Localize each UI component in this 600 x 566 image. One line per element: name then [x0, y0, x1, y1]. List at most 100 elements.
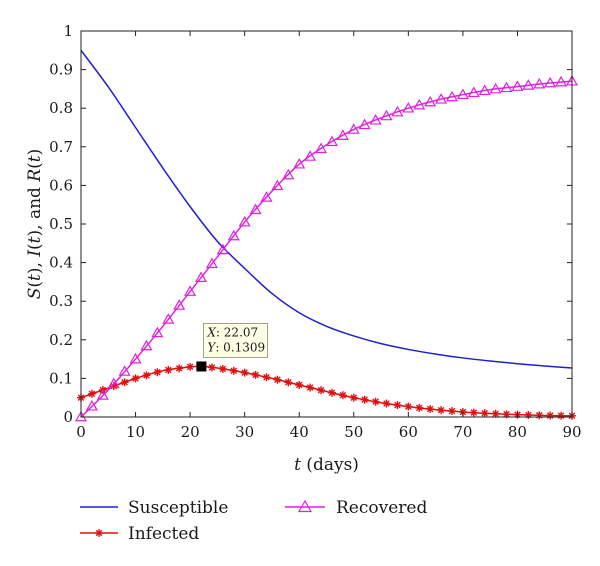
recovered-marker [140, 339, 153, 351]
recovered-marker [533, 77, 546, 89]
recovered-marker [194, 271, 208, 283]
asterisk-stroke [415, 404, 423, 412]
x-tick-label: 30 [235, 423, 254, 441]
asterisk-stroke [164, 366, 172, 374]
y-tick-label: 0.7 [49, 138, 73, 156]
data-tip-y: Y: 0.1309 [207, 340, 265, 354]
recovered-marker [74, 410, 88, 422]
asterisk-stroke [208, 364, 216, 371]
x-axis-title: t (days) [294, 455, 359, 475]
x-tick-label: 50 [344, 423, 363, 441]
data-tip-y-value: : 0.1309 [215, 340, 265, 354]
legend-label-recovered: Recovered [336, 498, 427, 518]
x-tick-label: 0 [76, 423, 86, 441]
legend: Susceptible Infected Recovered [80, 498, 427, 544]
recovered-marker [293, 157, 306, 169]
infected-marker [229, 366, 238, 375]
infected-marker [535, 411, 544, 420]
y-tick-label: 1 [63, 22, 73, 40]
recovered-marker [96, 389, 109, 400]
x-tick-label: 20 [181, 423, 200, 441]
y-axis-title-part: ( [25, 281, 45, 288]
recovered-marker [315, 142, 328, 154]
recovered-marker [151, 326, 164, 338]
axes: 0 10 20 30 40 50 60 70 80 90 0 0.1 0.2 0.3 0.4 0.5 0.6 0.… [25, 22, 582, 475]
recovered-marker [511, 80, 524, 91]
infected-marker [251, 370, 260, 379]
recovered-marker [184, 285, 197, 296]
y-tick-label: 0.3 [49, 292, 73, 310]
recovered-marker [456, 88, 469, 100]
data-tip-x-key: X [206, 325, 216, 339]
infected-marker [338, 391, 347, 400]
asterisk-stroke [285, 379, 292, 386]
infected-marker [557, 411, 566, 420]
y-tick-label: 0.6 [49, 176, 73, 194]
y-tick-label: 0.2 [49, 331, 73, 349]
recovered-marker [336, 129, 349, 140]
x-axis-title-unit: (days) [301, 455, 359, 475]
infected-marker [153, 368, 162, 377]
y-axis-title-part: ), and [25, 182, 45, 237]
asterisk-stroke [121, 378, 128, 386]
series-line-recovered [80, 80, 573, 418]
y-tick-label: 0 [63, 408, 73, 426]
infected-marker [426, 405, 435, 414]
recovered-marker [216, 243, 229, 255]
asterisk-stroke [459, 408, 467, 416]
infected-marker [327, 388, 336, 397]
legend-marker-infected [95, 529, 103, 537]
recovered-marker [358, 118, 371, 130]
asterisk-stroke [230, 367, 238, 375]
series-line-infected [80, 365, 573, 417]
x-axis-title-var: t [294, 455, 301, 475]
infected-marker [491, 409, 500, 418]
infected-marker [175, 364, 184, 373]
recovered-marker [249, 203, 262, 215]
x-tick-label: 80 [508, 423, 527, 441]
data-tip-y-key: Y [207, 340, 216, 354]
infected-marker [480, 409, 489, 418]
recovered-marker [555, 75, 568, 87]
y-tick-label: 0.8 [49, 99, 73, 117]
recovered-marker [500, 81, 513, 93]
infected-marker [87, 389, 96, 398]
recovered-marker [435, 93, 448, 104]
y-axis-title-part: I [25, 250, 45, 258]
legend-item-recovered: Recovered [285, 498, 427, 518]
asterisk-stroke [306, 384, 314, 391]
y-axis-title-part: t [25, 236, 45, 243]
y-axis-title-part: ) [25, 149, 45, 156]
infected-marker [186, 362, 195, 371]
y-axis-title-part: t [25, 274, 45, 281]
recovered-marker [347, 123, 360, 134]
recovered-marker [282, 168, 295, 180]
x-tick-label: 60 [399, 423, 418, 441]
recovered-marker [205, 257, 218, 269]
asterisk-stroke [448, 407, 456, 415]
recovered-marker [227, 229, 240, 241]
y-axis-title-part: R [25, 169, 45, 183]
asterisk-stroke [88, 390, 96, 398]
asterisk-stroke [372, 398, 379, 406]
recovered-marker [413, 98, 426, 110]
y-axis-title-part: ( [25, 162, 45, 169]
infected-marker [371, 397, 380, 406]
asterisk-stroke [339, 391, 347, 399]
infected-marker [349, 393, 358, 402]
recovered-marker [162, 313, 175, 324]
y-tick-label: 0.5 [49, 215, 73, 233]
asterisk-stroke [263, 373, 270, 381]
y-axis-title-part: ( [25, 243, 45, 250]
asterisk-stroke [252, 371, 259, 379]
infected-marker [447, 407, 456, 416]
y-tick-label: 0.4 [49, 254, 73, 272]
asterisk-stroke [470, 409, 478, 416]
infected-marker [273, 375, 282, 384]
asterisk-stroke [328, 389, 336, 397]
asterisk-stroke [132, 375, 139, 382]
data-tip-x-value: : 22.07 [216, 325, 258, 339]
asterisk-stroke [426, 405, 434, 413]
legend-item-infected: Infected [80, 524, 199, 544]
series-infected [77, 362, 576, 420]
